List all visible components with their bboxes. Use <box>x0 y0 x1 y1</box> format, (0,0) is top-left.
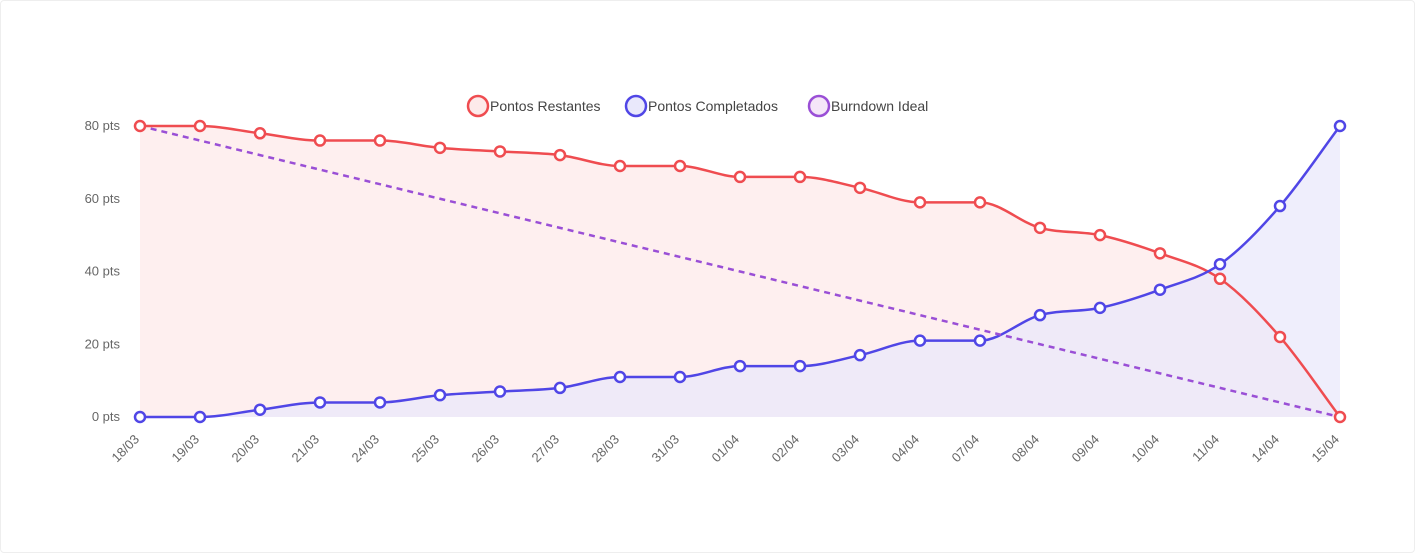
x-tick-label: 02/04 <box>769 432 803 466</box>
pontos-restantes-point-3[interactable] <box>313 134 327 147</box>
series-markers <box>133 119 1347 424</box>
x-tick-label: 20/03 <box>229 432 263 466</box>
y-tick-label: 0 pts <box>92 409 121 424</box>
y-tick-label: 20 pts <box>85 336 121 351</box>
pontos-completados-point-3[interactable] <box>313 396 327 409</box>
burndown-ideal-line <box>139 124 1341 419</box>
x-tick-label: 28/03 <box>589 432 623 466</box>
x-tick-label: 19/03 <box>169 432 203 466</box>
legend-swatch <box>624 94 648 118</box>
pontos-completados-point-6[interactable] <box>493 385 507 398</box>
pontos-completados-point-16[interactable] <box>1093 301 1107 315</box>
pontos-completados-point-5[interactable] <box>433 388 447 402</box>
pontos-restantes-point-17[interactable] <box>1153 247 1167 260</box>
pontos-restantes-point-8[interactable] <box>613 159 627 173</box>
x-axis: 18/03 19/03 20/03 21/03 24/03 25/03 26/03 27/03… <box>109 432 1343 466</box>
x-tick-label: 14/04 <box>1249 432 1283 466</box>
pontos-restantes-point-7[interactable] <box>553 148 567 162</box>
x-tick-label: 18/03 <box>109 432 143 466</box>
pontos-completados-point-0[interactable] <box>133 410 147 424</box>
y-tick-label: 60 pts <box>85 191 121 206</box>
x-tick-label: 10/04 <box>1129 432 1163 466</box>
pontos-restantes-point-14[interactable] <box>973 196 987 209</box>
pontos-restantes-point-16[interactable] <box>1093 228 1107 242</box>
pontos-completados-point-14[interactable] <box>973 334 987 347</box>
pontos-completados-point-2[interactable] <box>253 403 267 416</box>
pontos-completados-point-20[interactable] <box>1333 119 1347 133</box>
pontos-restantes-point-0[interactable] <box>133 119 147 133</box>
legend-item-pontos-completados[interactable]: Pontos Completados <box>624 94 778 118</box>
x-tick-label: 08/04 <box>1009 432 1043 466</box>
x-tick-label: 31/03 <box>649 432 683 466</box>
x-tick-label: 21/03 <box>289 432 323 466</box>
pontos-completados-point-12[interactable] <box>853 348 867 362</box>
x-tick-label: 04/04 <box>889 432 923 466</box>
x-tick-label: 07/04 <box>949 432 983 466</box>
x-tick-label: 01/04 <box>709 432 743 466</box>
legend-label: Pontos Restantes <box>490 98 601 114</box>
pontos-restantes-point-19[interactable] <box>1273 330 1287 344</box>
legend[interactable]: Pontos Restantes Pontos Completados Burndo… <box>466 94 928 118</box>
y-tick-label: 40 pts <box>85 264 121 279</box>
x-tick-label: 26/03 <box>469 432 503 466</box>
pontos-restantes-point-2[interactable] <box>253 127 267 140</box>
x-tick-label: 24/03 <box>349 432 383 466</box>
pontos-completados-point-11[interactable] <box>793 359 807 373</box>
pontos-restantes-point-12[interactable] <box>853 181 867 195</box>
pontos-restantes-point-15[interactable] <box>1033 221 1047 235</box>
pontos-restantes-point-13[interactable] <box>913 196 927 209</box>
pontos-restantes-point-5[interactable] <box>433 141 447 155</box>
pontos-completados-point-1[interactable] <box>193 410 207 424</box>
pontos-completados-point-7[interactable] <box>553 381 567 395</box>
pontos-completados-point-10[interactable] <box>733 359 747 373</box>
legend-item-pontos-restantes[interactable]: Pontos Restantes <box>466 94 601 118</box>
pontos-restantes-point-10[interactable] <box>733 170 747 184</box>
pontos-restantes-point-1[interactable] <box>193 119 207 133</box>
legend-swatch <box>466 94 490 118</box>
legend-label: Burndown Ideal <box>831 98 928 114</box>
x-tick-label: 03/04 <box>829 432 863 466</box>
x-tick-label: 09/04 <box>1069 432 1103 466</box>
pontos-completados-point-18[interactable] <box>1213 257 1227 271</box>
x-tick-label: 25/03 <box>409 432 443 466</box>
pontos-restantes-point-4[interactable] <box>373 134 387 147</box>
y-tick-label: 80 pts <box>85 118 121 133</box>
x-tick-label: 27/03 <box>529 432 563 466</box>
legend-item-burndown-ideal[interactable]: Burndown Ideal <box>807 94 928 118</box>
pontos-completados-point-15[interactable] <box>1033 308 1047 322</box>
pontos-restantes-point-6[interactable] <box>493 145 507 158</box>
legend-label: Pontos Completados <box>648 98 778 114</box>
pontos-completados-point-13[interactable] <box>913 334 927 347</box>
pontos-completados-point-8[interactable] <box>613 370 627 384</box>
pontos-restantes-point-9[interactable] <box>673 159 687 173</box>
pontos-restantes-point-20[interactable] <box>1333 410 1347 424</box>
pontos-restantes-point-18[interactable] <box>1213 272 1227 286</box>
x-tick-label: 15/04 <box>1309 432 1343 466</box>
y-axis: 0 pts 20 pts 40 pts 60 pts 80 pts <box>85 118 121 424</box>
pontos-completados-point-9[interactable] <box>673 370 687 384</box>
x-tick-label: 11/04 <box>1189 432 1222 465</box>
pontos-completados-point-19[interactable] <box>1273 199 1287 213</box>
pontos-completados-point-4[interactable] <box>373 396 387 409</box>
pontos-restantes-point-11[interactable] <box>793 170 807 184</box>
pontos-completados-point-17[interactable] <box>1153 283 1167 296</box>
legend-swatch <box>807 94 831 118</box>
